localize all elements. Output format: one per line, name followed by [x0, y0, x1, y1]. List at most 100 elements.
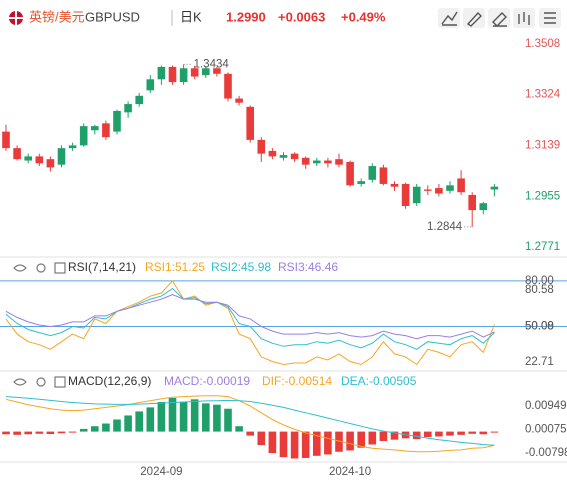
macd-bar	[2, 431, 10, 435]
macd-line	[5, 395, 495, 453]
y-tick-label: 80.58	[525, 284, 554, 296]
change: +0.0063	[278, 9, 325, 24]
candle-body	[13, 148, 21, 160]
gear-icon[interactable]	[36, 263, 46, 273]
macd-bar	[124, 415, 132, 432]
macd-bar	[490, 431, 499, 433]
macd-bar	[479, 431, 488, 435]
candle-body	[79, 126, 88, 146]
candle-body	[268, 150, 277, 157]
tool-type-icon	[518, 12, 530, 25]
low-annotation: 1.2844	[427, 221, 463, 233]
macd-bar	[279, 431, 288, 458]
candle-body	[390, 183, 399, 187]
macd-bar	[235, 426, 243, 432]
period[interactable]: 日K	[180, 9, 202, 24]
candle-body	[479, 203, 488, 211]
candle-body	[57, 148, 66, 165]
panel-icon[interactable]	[54, 376, 66, 388]
candle-body	[202, 68, 210, 76]
candle-body	[379, 167, 388, 184]
macd-bar	[102, 423, 110, 432]
candle-body	[468, 194, 476, 211]
panel-icon[interactable]	[54, 262, 66, 274]
toolbar	[438, 8, 561, 28]
y-tick-label: 1.3508	[525, 38, 560, 50]
eye-icon[interactable]	[13, 264, 27, 272]
macd-bar	[368, 431, 377, 445]
candle-body	[346, 161, 354, 186]
candle-body	[457, 178, 465, 193]
tool-settings-icon	[544, 12, 556, 24]
macd-bar	[412, 431, 421, 440]
y-tick-label: 1.3139	[525, 140, 560, 152]
candle-body	[24, 156, 32, 161]
tool-erase[interactable]	[488, 8, 510, 28]
price: 1.2990	[226, 9, 266, 24]
x-tick-label: 2024-09	[140, 466, 182, 478]
macd-bar	[179, 401, 188, 432]
macd-bar	[313, 431, 321, 456]
macd-bar	[379, 431, 388, 442]
macd-bar	[91, 426, 99, 432]
candle-body	[213, 68, 221, 74]
candle-body	[368, 166, 377, 180]
candle-body	[179, 68, 188, 83]
y-tick-label: 1.2955	[525, 190, 560, 202]
tool-draw-icon	[466, 11, 482, 27]
macd-bar	[213, 404, 221, 432]
macd-bar	[257, 431, 266, 446]
eye-icon[interactable]	[13, 378, 27, 386]
macd-bar	[46, 431, 55, 435]
candle-body	[412, 186, 421, 204]
candle-body	[35, 156, 44, 164]
legend-entry: MACD:-0.00019	[164, 374, 250, 388]
candle-body	[401, 183, 410, 206]
macd-bar	[324, 431, 332, 455]
y-tick-label: 1.3324	[525, 89, 561, 101]
high-annotation: 1.3434	[194, 58, 230, 70]
y-tick-label: 1.2771	[525, 241, 560, 253]
macd-bar	[246, 431, 254, 436]
rsi-line	[5, 294, 495, 340]
macd-bar	[435, 431, 443, 437]
macd-bar	[157, 401, 166, 432]
y-tick-label: 0.00949	[525, 400, 567, 412]
gear-icon[interactable]	[36, 377, 46, 387]
macd-bar	[357, 431, 365, 448]
rsi-line	[5, 280, 495, 366]
macd-bar	[113, 419, 121, 432]
legend-entry: DEA:-0.00505	[341, 374, 417, 388]
candle-body	[68, 145, 77, 149]
candle-body	[235, 98, 243, 103]
candle-body	[168, 66, 177, 83]
change-pct: +0.49%	[341, 9, 386, 24]
candle-body	[357, 181, 365, 184]
candle-body	[301, 157, 310, 165]
tool-indicator-icon	[441, 11, 458, 26]
rsi-controls	[13, 262, 66, 274]
candle-body	[324, 160, 332, 164]
macd-bar	[35, 431, 44, 434]
y-tick-label: 22.71	[525, 356, 554, 368]
legend-entry: RSI1:51.25	[145, 260, 205, 274]
pair-name: 英镑/美元	[29, 9, 85, 24]
candle-body	[46, 159, 55, 168]
reference-label: 50.00	[525, 321, 554, 333]
macd-bar	[468, 431, 476, 434]
flag-cross	[9, 11, 23, 25]
macd-bar	[13, 431, 21, 435]
tool-erase-icon	[492, 12, 507, 27]
candle-body	[335, 159, 343, 165]
macd-bar	[290, 431, 299, 459]
legend-entry: DIF:-0.00514	[262, 374, 332, 388]
macd-bar	[268, 431, 277, 454]
legend-entry: RSI3:46.46	[278, 260, 338, 274]
macd-bar	[57, 431, 66, 434]
rsi-line	[5, 287, 495, 350]
macd-bar	[335, 431, 343, 452]
macd-bar	[146, 407, 155, 432]
legend-entry: RSI2:45.98	[211, 260, 271, 274]
